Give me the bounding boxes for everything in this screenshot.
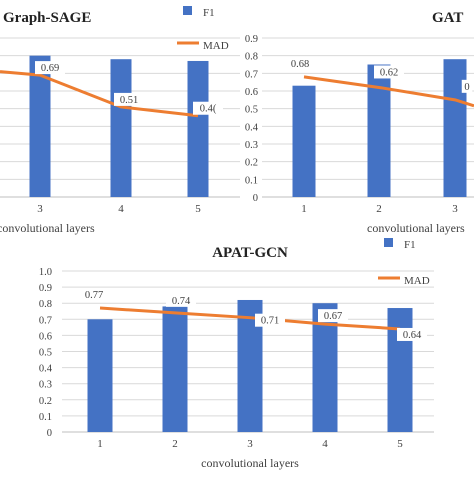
y-tick-label: 0.2 [245,158,258,169]
data-label-bg [397,327,427,341]
x-tick-label: 2 [172,438,178,450]
y-tick-label: 0.9 [39,283,52,294]
data-label: 0.74 [172,296,191,307]
data-label-bg [255,313,285,327]
chart-panel: 0.69 0.51 0.4( 3 4 5 Graph-SAGE convolutional l… [0,6,240,235]
y-tick-label: 0.2 [39,396,52,407]
x-axis-label: convolutional layers [201,456,299,470]
chart-title: Graph-SAGE [3,10,91,26]
x-tick-label: 3 [452,203,458,215]
data-label: 0.68 [291,59,309,70]
bar-f1 [29,55,51,197]
data-label-bg [166,293,196,307]
y-tick-label: 0.3 [39,380,52,391]
x-tick-label: 4 [118,203,124,215]
x-tick-label: 1 [97,438,103,450]
y-tick-label: 0 [253,193,258,204]
data-label: 0.51 [120,95,138,106]
x-tick-label: 5 [397,438,403,450]
bar-f1 [292,85,316,197]
y-tick-label: 0.6 [245,87,258,98]
x-tick-label: 1 [301,203,307,215]
legend: F1 MAD [177,6,229,52]
legend-swatch-f1 [183,6,192,15]
line-mad [99,306,401,331]
y-tick-label: 0.7 [245,69,258,80]
bar-f1 [162,306,188,432]
data-label-bg [285,56,315,70]
bar-f1 [387,308,413,432]
chart-panel: 0 0.1 0.2 0.3 0.4 0.5 0.6 0.7 0.8 0.9 1.0 0.77 0.74 0… [39,238,434,470]
chart-title: GAT [432,10,463,26]
data-label-bg [79,288,109,302]
data-label-bg [318,309,348,323]
y-tick-label: 0.1 [245,175,258,186]
y-tick-label: 0.5 [39,348,52,359]
x-tick-label: 3 [37,203,43,215]
y-tick-label: 0.4 [39,364,53,375]
line-mad [303,75,474,108]
x-axis-label: convolutional layers [367,221,465,235]
chart-panel: 0 0.1 0.2 0.3 0.4 0.5 0.6 0.7 0.8 0.9 0.68 0.62 0 1 2 3… [245,10,474,235]
legend-label: F1 [203,7,215,19]
data-label-bg [35,61,65,75]
x-tick-label: 3 [247,438,253,450]
bar-f1 [187,60,209,197]
legend-label: MAD [203,40,229,52]
y-tick-label: 0 [47,428,52,439]
y-tick-label: 0.8 [39,299,52,310]
line-mad [0,70,199,118]
x-tick-label: 4 [322,438,328,450]
data-label-bg [461,79,473,93]
data-label: 0.64 [403,330,422,341]
chart-title: APAT-GCN [212,245,288,261]
bar-f1 [367,64,391,197]
y-tick-label: 0.5 [245,105,258,116]
legend-swatch-f1 [384,238,393,247]
legend: F1 MAD [378,238,430,287]
y-tick-label: 0.6 [39,331,52,342]
bar-f1 [87,319,113,432]
x-tick-label: 2 [376,203,382,215]
legend-label: F1 [404,239,416,251]
y-tick-label: 0.4 [245,122,259,133]
data-label-bg [374,65,404,79]
data-label-bg [114,92,144,106]
legend-label: MAD [404,275,430,287]
y-tick-label: 0.9 [245,34,258,45]
bar-f1 [443,59,467,198]
y-tick-label: 0.1 [39,412,52,423]
y-tick-label: 0.7 [39,315,52,326]
data-label: 0 [464,82,469,93]
data-label-bg [193,101,223,115]
y-tick-label: 0.3 [245,140,258,151]
data-label: 0.69 [41,63,59,74]
data-label: 0.67 [324,311,342,322]
x-axis-label: convolutional layers [0,221,95,235]
x-tick-label: 5 [195,203,201,215]
data-label: 0.77 [85,290,103,301]
data-label: 0.71 [261,316,279,327]
y-tick-label: 0.8 [245,52,258,63]
y-tick-label: 1.0 [39,267,52,278]
data-label: 0.62 [380,67,398,78]
data-label: 0.4( [200,104,217,115]
bar-f1 [110,59,132,198]
